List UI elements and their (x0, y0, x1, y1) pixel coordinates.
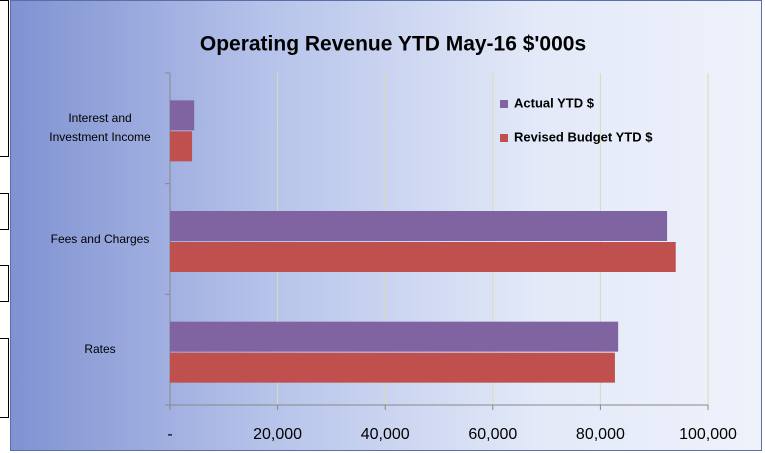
x-tick-label: 20,000 (253, 426, 302, 443)
bar (170, 131, 193, 162)
chart-title: Operating Revenue YTD May-16 $'000s (200, 33, 586, 56)
edge-box (0, 265, 9, 302)
legend-swatch (500, 134, 508, 142)
edge-box (0, 338, 9, 418)
x-tick-label: 100,000 (679, 426, 737, 443)
y-tick-label: Interest and Investment Income (49, 111, 151, 145)
x-tick-label: 60,000 (468, 426, 517, 443)
legend-label: Revised Budget YTD $ (514, 129, 653, 144)
bar (170, 211, 668, 241)
edge-box (0, 0, 9, 157)
legend-label: Actual YTD $ (514, 95, 595, 110)
bar (170, 100, 195, 131)
x-tick-label: 80,000 (576, 426, 625, 443)
x-tick-label: - (167, 426, 172, 443)
edge-box (0, 193, 9, 230)
legend-swatch (500, 100, 508, 108)
x-tick-label: 40,000 (361, 426, 410, 443)
bar (170, 242, 676, 272)
y-tick-label: Fees and Charges (50, 231, 150, 246)
bar (170, 321, 619, 352)
y-tick-label: Rates (84, 342, 116, 357)
bar (170, 352, 615, 383)
